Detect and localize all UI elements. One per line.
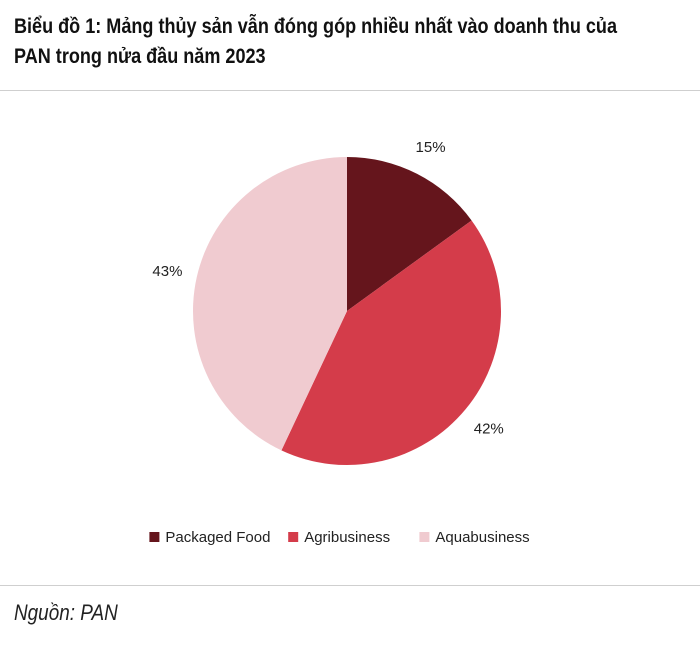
pie-slice-agribusiness xyxy=(281,220,501,465)
pie-chart: 15% 42% 43% Packaged Food Agribusiness Aquab… xyxy=(149,139,530,546)
source-note: Nguồn: PAN xyxy=(14,600,118,625)
data-label-agribusiness: 42% xyxy=(474,420,504,437)
pie-slice-aquabusiness xyxy=(193,157,347,451)
chart-title-line-2: PAN trong nửa đầu năm 2023 xyxy=(14,45,266,68)
top-divider xyxy=(0,90,700,91)
bottom-divider xyxy=(0,585,700,586)
data-label-packaged-food: 15% xyxy=(416,139,446,156)
data-label-aquabusiness: 43% xyxy=(152,263,182,280)
legend-swatch-agribusiness xyxy=(288,532,299,542)
chart-title: Biểu đồ 1: Mảng thủy sản vẫn đóng góp nh… xyxy=(14,12,618,72)
pie-slices xyxy=(193,157,501,465)
chart-legend: Packaged Food Agribusiness Aquabusiness xyxy=(149,529,530,546)
chart-title-line-1: Biểu đồ 1: Mảng thủy sản vẫn đóng góp nh… xyxy=(14,15,618,38)
pie-data-labels: 15% 42% 43% xyxy=(152,139,503,437)
legend-swatch-aquabusiness xyxy=(419,532,430,542)
legend-label-agribusiness: Agribusiness xyxy=(304,529,390,546)
legend-swatch-packaged-food xyxy=(149,532,160,542)
pie-slice-packaged-food xyxy=(347,157,472,311)
legend-label-packaged-food: Packaged Food xyxy=(165,529,270,546)
legend-label-aquabusiness: Aquabusiness xyxy=(435,529,529,546)
